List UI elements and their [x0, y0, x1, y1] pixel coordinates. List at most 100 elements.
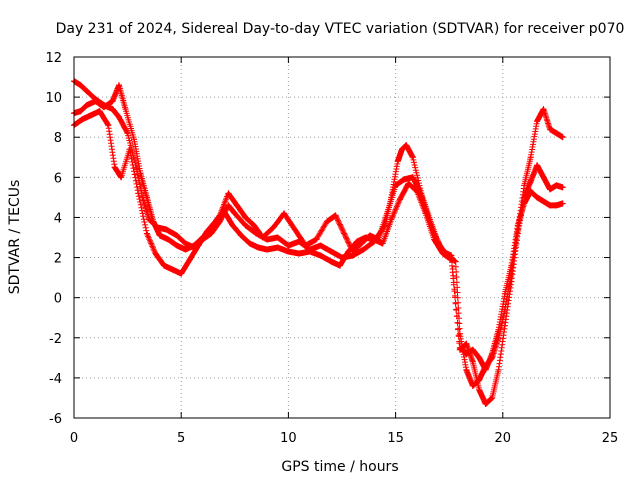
data-point — [456, 344, 463, 351]
data-point — [439, 250, 446, 257]
y-tick-label: 0 — [54, 292, 62, 307]
data-point — [135, 190, 142, 197]
data-point — [495, 326, 502, 333]
data-point — [186, 256, 193, 263]
data-point — [317, 252, 324, 259]
data-point — [452, 258, 459, 265]
data-point — [409, 174, 416, 181]
data-point — [274, 244, 281, 251]
data-point — [559, 184, 566, 191]
data-point — [534, 194, 541, 201]
y-axis-label: SDTVAR / TECUs — [7, 180, 23, 295]
chart-title: Day 231 of 2024, Sidereal Day-to-day VTE… — [56, 21, 625, 37]
data-point — [431, 236, 438, 243]
data-point — [116, 82, 122, 89]
data-point-segment — [116, 82, 128, 111]
data-points — [71, 78, 566, 407]
data-point — [163, 226, 170, 233]
data-point — [178, 270, 185, 277]
data-point — [221, 208, 228, 215]
data-point — [553, 182, 560, 189]
data-point — [233, 202, 240, 209]
data-point — [332, 212, 339, 219]
data-point — [341, 230, 348, 237]
data-point — [88, 112, 95, 119]
data-point — [489, 350, 496, 357]
data-point — [527, 178, 534, 185]
data-point — [482, 366, 489, 373]
data-point — [482, 401, 489, 407]
data-point — [559, 200, 566, 207]
data-point-segment — [105, 122, 118, 168]
x-tick-label: 15 — [387, 431, 404, 446]
data-point — [169, 266, 176, 273]
data-point — [360, 246, 367, 253]
data-point — [77, 108, 84, 115]
data-point — [109, 98, 116, 105]
data-point — [270, 224, 277, 231]
data-point — [508, 262, 515, 269]
y-tick-label: -4 — [49, 372, 62, 387]
y-tick-label: -2 — [49, 332, 62, 347]
data-point — [354, 238, 360, 245]
data-point — [345, 248, 352, 255]
data-point — [403, 142, 410, 149]
data-point — [463, 340, 470, 347]
data-point — [540, 174, 547, 181]
data-point — [527, 154, 534, 161]
data-point — [126, 146, 133, 153]
data-point — [137, 170, 144, 177]
data-point — [285, 242, 292, 249]
data-point — [173, 242, 180, 249]
data-point — [131, 136, 137, 143]
data-point — [306, 248, 313, 255]
data-point — [101, 104, 107, 111]
data-point — [394, 158, 401, 165]
data-point — [77, 82, 84, 89]
data-point — [259, 234, 266, 241]
data-point — [79, 116, 86, 123]
data-point — [165, 236, 172, 243]
data-point — [324, 218, 330, 225]
data-point — [313, 236, 320, 243]
data-point — [317, 242, 324, 249]
data-point — [133, 164, 140, 171]
data-point — [92, 98, 99, 105]
data-point — [476, 354, 483, 361]
y-tick-label: 4 — [54, 211, 62, 226]
data-point — [396, 196, 403, 203]
data-point — [251, 222, 258, 229]
data-point — [152, 250, 159, 257]
data-point — [362, 234, 369, 241]
data-point — [242, 214, 249, 221]
data-point — [109, 106, 116, 113]
y-tick-label: -6 — [49, 412, 62, 427]
data-point — [540, 106, 547, 113]
data-point — [489, 394, 496, 401]
data-point — [264, 246, 270, 253]
data-point — [476, 386, 483, 393]
data-point-segment — [489, 328, 502, 357]
data-point-segment — [527, 120, 540, 161]
data-point — [469, 382, 476, 389]
data-point — [173, 232, 180, 239]
y-tick-label: 6 — [54, 171, 62, 186]
y-tick-label: 12 — [45, 51, 62, 66]
data-point — [553, 202, 560, 209]
data-point — [291, 226, 298, 233]
data-point — [96, 108, 103, 115]
data-point — [469, 358, 476, 365]
axis-ticks: 0 5 10 15 20 25 -6 -4 -2 0 2 4 6 8 10 12 — [45, 51, 618, 446]
plot-border — [73, 56, 611, 419]
data-point — [225, 190, 232, 197]
data-point — [83, 88, 90, 95]
data-point — [143, 194, 150, 201]
data-point — [409, 154, 416, 161]
data-point — [405, 180, 412, 187]
data-point — [401, 176, 408, 183]
data-point — [161, 262, 167, 269]
data-point — [143, 230, 150, 237]
x-tick-label: 10 — [280, 431, 297, 446]
data-point — [203, 228, 210, 235]
